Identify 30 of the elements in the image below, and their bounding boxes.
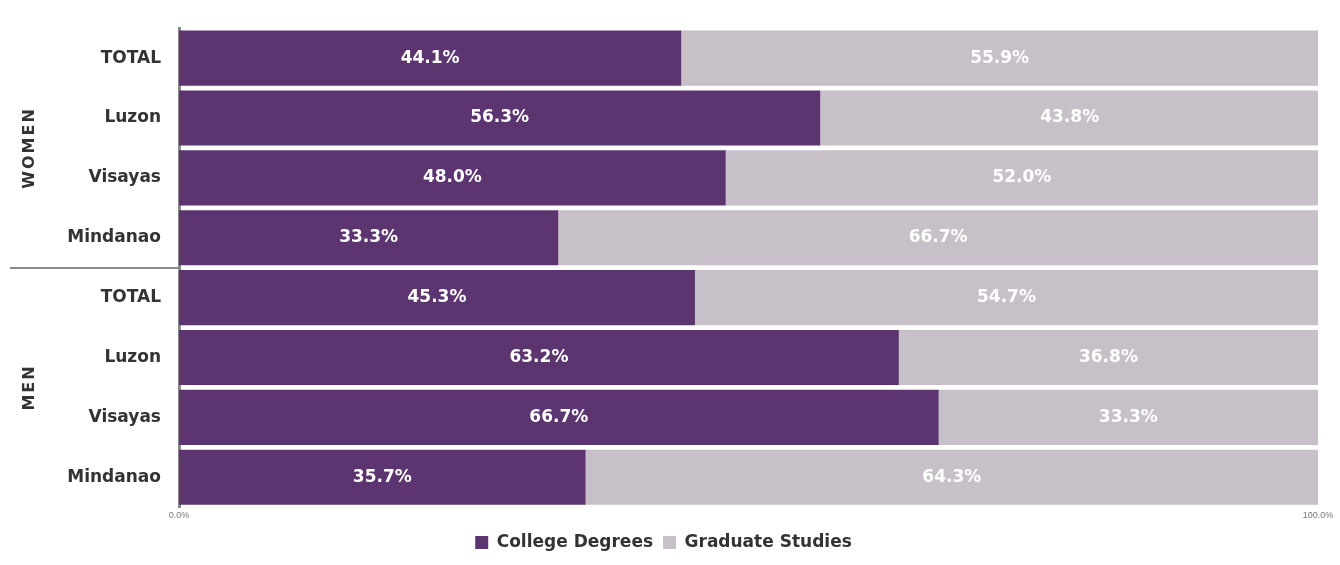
y-tick-label: Visayas	[88, 166, 161, 187]
data-label: 56.3%	[470, 106, 530, 127]
x-tick-label: 0.0%	[168, 510, 190, 521]
y-tick-label: Mindanao	[67, 226, 161, 247]
data-label: 55.9%	[970, 46, 1030, 67]
data-label: 33.3%	[339, 226, 399, 247]
data-label: 63.2%	[509, 345, 569, 366]
y-tick-label: Visayas	[88, 405, 161, 426]
y-tick-label: TOTAL	[100, 286, 162, 307]
text: MEN	[19, 364, 39, 411]
data-label: 64.3%	[922, 465, 982, 486]
data-label: 43.8%	[1040, 106, 1100, 127]
data-label: 48.0%	[422, 166, 482, 187]
y-tick-label: TOTAL	[100, 46, 162, 67]
legend-label: Graduate Studies	[684, 530, 852, 551]
data-label: 33.3%	[1098, 405, 1158, 426]
text: WOMEN	[19, 107, 39, 189]
data-label: 45.3%	[407, 286, 467, 307]
data-label: 44.1%	[400, 46, 460, 67]
y-tick-label: Luzon	[104, 345, 161, 366]
x-tick-label: 100.0%	[1302, 510, 1334, 521]
data-label: 35.7%	[352, 465, 412, 486]
data-label: 36.8%	[1078, 345, 1138, 366]
data-label: 66.7%	[529, 405, 589, 426]
y-tick-label: Mindanao	[67, 465, 161, 486]
data-label: 66.7%	[908, 226, 968, 247]
legend-label: College Degrees	[496, 530, 654, 551]
data-label: 52.0%	[992, 166, 1052, 187]
data-label: 54.7%	[976, 286, 1036, 307]
y-tick-label: Luzon	[104, 106, 161, 127]
